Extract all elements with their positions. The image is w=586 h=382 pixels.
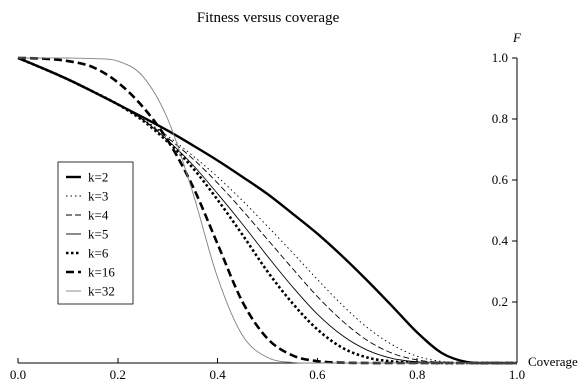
legend-label: k=5	[88, 227, 108, 242]
series-group	[17, 56, 518, 365]
x-tick-label: 0.6	[309, 367, 326, 382]
chart-title: Fitness versus coverage	[197, 10, 340, 26]
y-tick-label: 0.6	[492, 172, 509, 187]
x-tick-label: 0.8	[409, 367, 425, 382]
legend-items: k=2 k=3 k=4 k=5 k=6 k=16 k=32	[66, 170, 115, 299]
legend-label: k=4	[88, 208, 109, 223]
series-line-k32	[17, 57, 517, 364]
y-tick-label: 0.4	[492, 233, 509, 248]
y-tick-label: 0.2	[492, 294, 508, 309]
legend-label: k=6	[88, 246, 109, 261]
y-axis-label: F	[512, 30, 522, 45]
legend-label: k=2	[88, 170, 108, 185]
y-tick-label: 0.8	[492, 111, 508, 126]
y-tick-label: 1.0	[492, 50, 508, 65]
x-axis-label: Coverage	[528, 354, 578, 369]
legend-label: k=16	[88, 265, 115, 280]
legend-label: k=3	[88, 189, 108, 204]
legend-label: k=32	[88, 284, 115, 299]
x-ticks: 0.0 0.2 0.4 0.6 0.8 1.0	[10, 358, 525, 382]
legend	[57, 161, 134, 305]
y-ticks: 0.2 0.4 0.6 0.8 1.0	[492, 50, 517, 309]
x-tick-label: 0.0	[10, 367, 26, 382]
x-tick-label: 0.4	[209, 367, 226, 382]
x-tick-label: 0.2	[110, 367, 126, 382]
series-line-k6	[17, 56, 517, 365]
x-tick-label: 1.0	[509, 367, 525, 382]
